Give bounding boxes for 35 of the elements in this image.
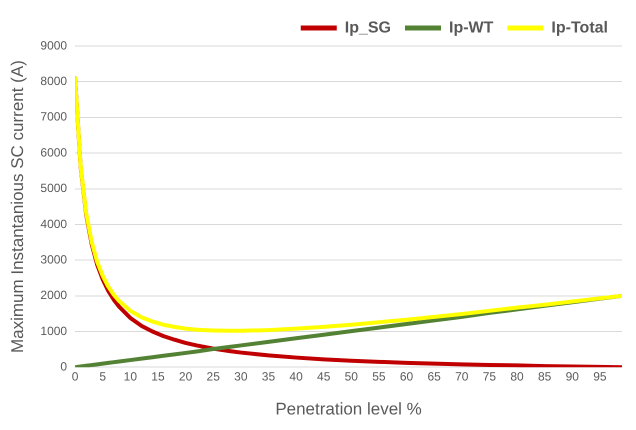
x-tick-label: 60 bbox=[400, 370, 414, 384]
x-tick-label: 0 bbox=[72, 370, 79, 384]
y-tick-label: 4000 bbox=[40, 216, 68, 231]
x-tick-label: 25 bbox=[206, 370, 220, 384]
x-tick-label: 80 bbox=[510, 370, 524, 384]
y-tick-label: 9000 bbox=[40, 38, 68, 52]
x-axis-title: Penetration level % bbox=[275, 399, 422, 418]
x-tick-label: 75 bbox=[482, 370, 496, 384]
y-tick-label: 2000 bbox=[40, 288, 68, 302]
y-tick-label: 3000 bbox=[40, 252, 68, 266]
y-tick-label: 8000 bbox=[40, 74, 68, 88]
x-tick-label: 65 bbox=[427, 370, 442, 384]
x-tick-label: 5 bbox=[99, 370, 106, 384]
y-tick-label: 0 bbox=[60, 360, 68, 374]
y-tick-label: 1000 bbox=[40, 324, 68, 338]
x-tick-label: 55 bbox=[372, 370, 386, 384]
y-tick-label: 5000 bbox=[40, 181, 68, 196]
x-tick-label: 30 bbox=[234, 370, 248, 384]
x-tick-label: 85 bbox=[538, 370, 552, 384]
legend-label: Ip_SG bbox=[344, 19, 391, 36]
y-tick-label: 7000 bbox=[40, 110, 68, 124]
x-tick-label: 95 bbox=[593, 370, 607, 384]
x-tick-label: 90 bbox=[566, 370, 580, 384]
legend-label: Ip-WT bbox=[449, 19, 494, 36]
x-tick-label: 15 bbox=[151, 370, 165, 384]
x-tick-label: 50 bbox=[344, 370, 358, 384]
legend-label: Ip-Total bbox=[551, 19, 608, 36]
x-tick-label: 40 bbox=[289, 370, 304, 384]
x-tick-label: 35 bbox=[262, 370, 276, 384]
y-axis-title: Maximum Instantanious SC current (A) bbox=[8, 60, 27, 354]
x-tick-label: 10 bbox=[124, 370, 138, 384]
y-tick-label: 6000 bbox=[40, 145, 68, 160]
x-tick-label: 20 bbox=[178, 370, 193, 384]
x-tick-label: 70 bbox=[455, 370, 469, 384]
x-tick-label: 45 bbox=[317, 370, 331, 384]
